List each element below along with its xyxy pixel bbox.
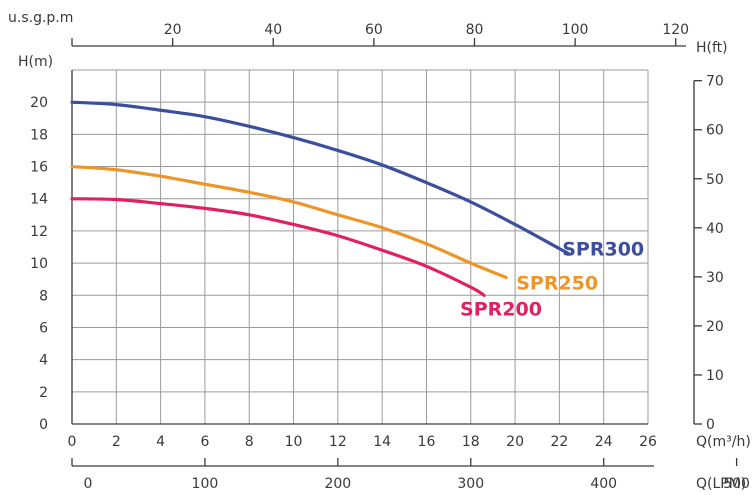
top-tick-label-60: 60 <box>365 22 383 38</box>
x-axis-label: Q(m³/h) <box>696 434 751 450</box>
top-tick-label-80: 80 <box>466 22 484 38</box>
right-tick-label-10: 10 <box>706 368 724 384</box>
y-tick-label-0: 0 <box>39 417 48 433</box>
y-axis-label: H(m) <box>18 54 53 70</box>
y-tick-label-2: 2 <box>39 385 48 401</box>
right-axis-label: H(ft) <box>696 40 728 56</box>
y-tick-label-8: 8 <box>39 288 48 304</box>
y-tick-label-20: 20 <box>30 95 48 111</box>
right-tick-label-30: 30 <box>706 270 724 286</box>
y-tick-label-12: 12 <box>30 224 48 240</box>
series-curve-spr250 <box>70 164 508 280</box>
y-tick-label-6: 6 <box>39 320 48 336</box>
x-tick-label-26: 26 <box>639 434 657 450</box>
top-tick-label-100: 100 <box>562 22 589 38</box>
y-tick-label-10: 10 <box>30 256 48 272</box>
x-tick-label-12: 12 <box>329 434 347 450</box>
right-tick-label-20: 20 <box>706 319 724 335</box>
series-curve-spr300 <box>70 100 570 256</box>
right-tick-label-0: 0 <box>706 417 715 433</box>
x-tick-label-4: 4 <box>156 434 165 450</box>
right-tick-label-70: 70 <box>706 74 724 90</box>
y-tick-label-18: 18 <box>30 127 48 143</box>
bottom2-axis-label: Q(LPM) <box>696 476 746 492</box>
x-tick-label-18: 18 <box>462 434 480 450</box>
top-tick-label-120: 120 <box>662 22 689 38</box>
x-tick-label-14: 14 <box>373 434 391 450</box>
y-tick-label-14: 14 <box>30 192 48 208</box>
series-curves: SPR300 SPR250 SPR200 <box>70 100 644 320</box>
x-tick-label-0: 0 <box>68 434 77 450</box>
y-tick-label-4: 4 <box>39 353 48 369</box>
x-tick-label-20: 20 <box>506 434 524 450</box>
x-tick-label-10: 10 <box>285 434 303 450</box>
bottom2-tick-label-400: 400 <box>590 476 617 492</box>
series-label-spr300: SPR300 <box>562 238 644 260</box>
x-tick-label-2: 2 <box>112 434 121 450</box>
axes: 0 2 4 6 8 10 12 14 16 18 20 22 24 2602468101214161820… <box>30 22 750 492</box>
series-label-spr250: SPR250 <box>516 273 598 295</box>
x-tick-label-16: 16 <box>418 434 436 450</box>
series-label-spr200: SPR200 <box>460 298 542 320</box>
bottom2-tick-label-0: 0 <box>84 476 93 492</box>
top-tick-label-40: 40 <box>264 22 282 38</box>
right-tick-label-40: 40 <box>706 221 724 237</box>
right-tick-label-50: 50 <box>706 172 724 188</box>
grid <box>71 69 649 425</box>
x-tick-label-8: 8 <box>245 434 254 450</box>
x-tick-label-6: 6 <box>200 434 209 450</box>
series-curve-spr200 <box>70 197 486 297</box>
bottom2-tick-label-300: 300 <box>457 476 484 492</box>
y-tick-label-16: 16 <box>30 160 48 176</box>
x-tick-label-22: 22 <box>550 434 568 450</box>
bottom2-tick-label-100: 100 <box>192 476 219 492</box>
x-tick-label-24: 24 <box>595 434 613 450</box>
bottom2-tick-label-200: 200 <box>324 476 351 492</box>
right-tick-label-60: 60 <box>706 123 724 139</box>
bottom2-tick-label-500: 500 <box>723 476 750 492</box>
top-tick-label-20: 20 <box>164 22 182 38</box>
top-axis-label: u.s.g.p.m <box>8 10 73 26</box>
